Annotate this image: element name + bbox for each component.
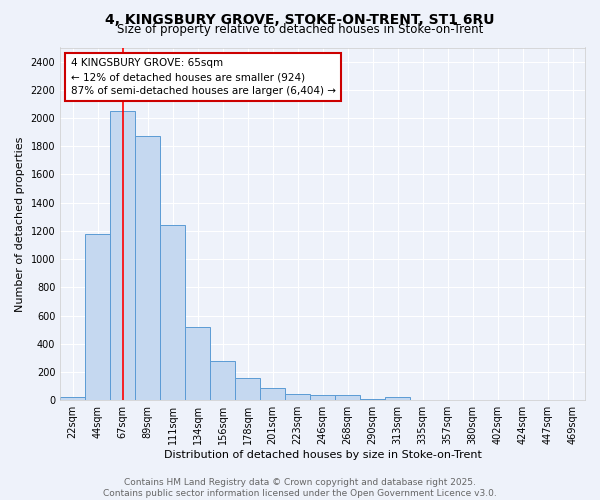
Bar [335, 396, 360, 400]
Bar [185, 327, 210, 400]
Bar [285, 394, 310, 400]
Bar [235, 378, 260, 400]
Bar [110, 111, 135, 400]
Bar [260, 388, 285, 400]
Bar [385, 398, 410, 400]
Text: 4 KINGSBURY GROVE: 65sqm
← 12% of detached houses are smaller (924)
87% of semi-: 4 KINGSBURY GROVE: 65sqm ← 12% of detach… [71, 58, 335, 96]
X-axis label: Distribution of detached houses by size in Stoke-on-Trent: Distribution of detached houses by size … [164, 450, 482, 460]
Bar [310, 396, 335, 400]
Text: Size of property relative to detached houses in Stoke-on-Trent: Size of property relative to detached ho… [117, 22, 483, 36]
Text: 4, KINGSBURY GROVE, STOKE-ON-TRENT, ST1 6RU: 4, KINGSBURY GROVE, STOKE-ON-TRENT, ST1 … [105, 12, 495, 26]
Bar [60, 396, 85, 400]
Bar [210, 362, 235, 400]
Text: Contains HM Land Registry data © Crown copyright and database right 2025.
Contai: Contains HM Land Registry data © Crown c… [103, 478, 497, 498]
Bar [160, 224, 185, 400]
Bar [85, 234, 110, 400]
Y-axis label: Number of detached properties: Number of detached properties [15, 136, 25, 312]
Bar [360, 399, 385, 400]
Bar [135, 136, 160, 400]
